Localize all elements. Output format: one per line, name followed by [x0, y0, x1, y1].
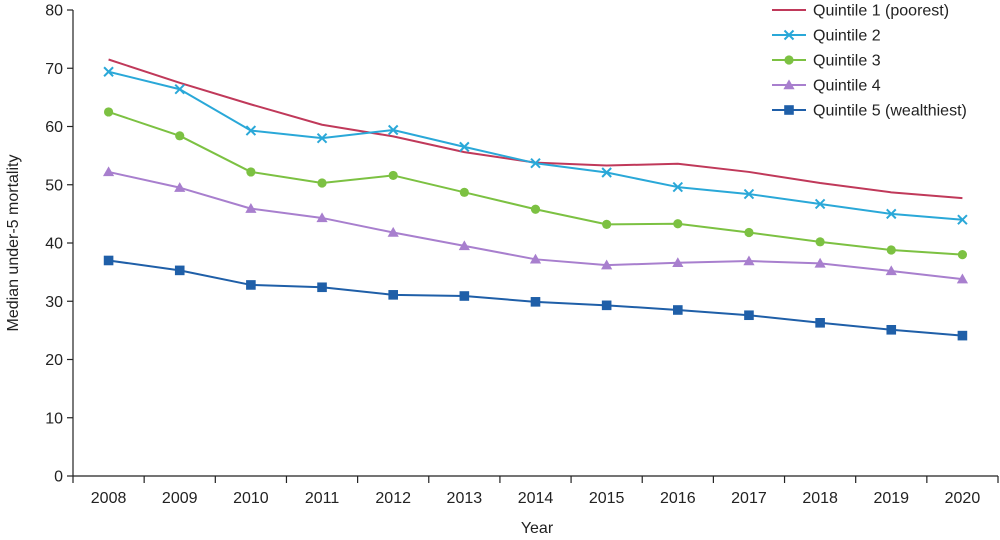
- data-point: [530, 204, 541, 214]
- data-point: [530, 157, 541, 169]
- x-axis-title: Year: [521, 520, 554, 537]
- data-point: [316, 132, 328, 144]
- legend: Quintile 1 (poorest) Quintile 2 Quintile 3…: [772, 3, 967, 120]
- x-tick-label: 2008: [91, 490, 127, 507]
- legend-marker: [784, 55, 794, 65]
- data-point: [246, 167, 256, 177]
- data-point: [388, 290, 398, 300]
- data-point: [672, 257, 684, 268]
- data-point: [102, 166, 115, 177]
- data-point: [316, 212, 328, 223]
- data-point: [601, 167, 612, 178]
- x-tick-label: 2018: [802, 490, 838, 507]
- legend-label: Quintile 1 (poorest): [813, 3, 949, 20]
- data-point: [387, 226, 399, 237]
- data-point: [317, 282, 327, 293]
- y-axis-title: Median under-5 mortality: [5, 155, 22, 332]
- data-point: [601, 259, 613, 270]
- data-point: [174, 84, 185, 95]
- legend-marker: [783, 29, 795, 41]
- legend-item: Quintile 4: [772, 78, 881, 95]
- y-tick-label: 70: [45, 61, 63, 78]
- y-tick-label: 80: [45, 3, 63, 20]
- legend-marker: [784, 105, 794, 115]
- data-point: [814, 257, 826, 268]
- x-tick-label: 2010: [233, 490, 269, 507]
- axes: 0 10 20 30 40 50 60 70 80 2008 2009 2010 2011 2012 201…: [45, 3, 999, 507]
- x-tick-label: 2013: [447, 490, 483, 507]
- data-point: [743, 188, 755, 200]
- series-line: [108, 110, 963, 256]
- data-point: [673, 219, 683, 229]
- x-tick-label: 2015: [589, 490, 625, 507]
- data-point: [814, 198, 826, 210]
- y-tick-label: 20: [45, 352, 63, 369]
- y-tick-label: 30: [45, 294, 63, 311]
- x-tick-label: 2011: [305, 490, 340, 507]
- data-point: [815, 237, 825, 247]
- data-point: [459, 291, 470, 301]
- data-point: [744, 310, 754, 321]
- data-point: [744, 227, 754, 238]
- data-point: [743, 255, 755, 266]
- data-point: [673, 305, 683, 315]
- series-2: [103, 66, 968, 225]
- data-point: [317, 178, 327, 188]
- data-point: [957, 214, 968, 225]
- data-point: [957, 330, 968, 341]
- legend-marker: [783, 79, 795, 90]
- y-tick-label: 40: [45, 236, 63, 253]
- data-point: [388, 170, 398, 181]
- y-tick-label: 60: [45, 119, 63, 136]
- data-point: [956, 273, 969, 284]
- x-tick-label: 2009: [162, 490, 198, 507]
- data-point: [458, 240, 470, 251]
- legend-label: Quintile 3: [813, 53, 881, 70]
- legend-label: Quintile 4: [813, 78, 881, 95]
- legend-item: Quintile 2: [772, 28, 881, 45]
- data-point: [174, 265, 185, 276]
- series-4: [102, 166, 969, 284]
- data-point: [174, 182, 186, 192]
- data-point: [246, 280, 256, 290]
- data-point: [529, 253, 542, 264]
- legend-item: Quintile 1 (poorest): [772, 3, 949, 20]
- data-point: [957, 250, 968, 260]
- x-tick-label: 2019: [873, 490, 909, 507]
- data-point: [387, 124, 399, 136]
- data-point: [672, 181, 684, 193]
- data-point: [530, 297, 541, 307]
- series-3: [103, 107, 968, 260]
- data-point: [245, 125, 257, 136]
- data-point: [602, 219, 612, 229]
- series-5: [103, 255, 968, 341]
- y-tick-label: 0: [54, 469, 63, 486]
- data-point: [103, 66, 114, 77]
- data-point: [815, 318, 825, 328]
- y-tick-label: 10: [45, 410, 63, 427]
- data-point: [459, 141, 470, 153]
- data-point: [885, 265, 897, 276]
- x-tick-label: 2020: [945, 490, 981, 507]
- legend-item: Quintile 3: [772, 53, 881, 70]
- data-point: [103, 107, 114, 117]
- x-tick-label: 2014: [518, 490, 554, 507]
- legend-label: Quintile 2: [813, 28, 881, 45]
- data-point: [886, 324, 897, 335]
- y-tick-label: 50: [45, 177, 63, 194]
- data-point: [459, 187, 469, 197]
- legend-item: Quintile 5 (wealthiest): [772, 103, 967, 120]
- data-point: [601, 300, 612, 311]
- x-tick-label: 2012: [375, 490, 411, 507]
- data-point: [103, 255, 114, 266]
- x-tick-label: 2017: [731, 490, 767, 507]
- data-point: [245, 203, 257, 213]
- data-point: [175, 131, 185, 141]
- x-tick-label: 2016: [660, 490, 696, 507]
- data-point: [886, 245, 896, 255]
- series-layer: [102, 58, 969, 341]
- data-point: [886, 208, 897, 220]
- legend-label: Quintile 5 (wealthiest): [813, 103, 967, 120]
